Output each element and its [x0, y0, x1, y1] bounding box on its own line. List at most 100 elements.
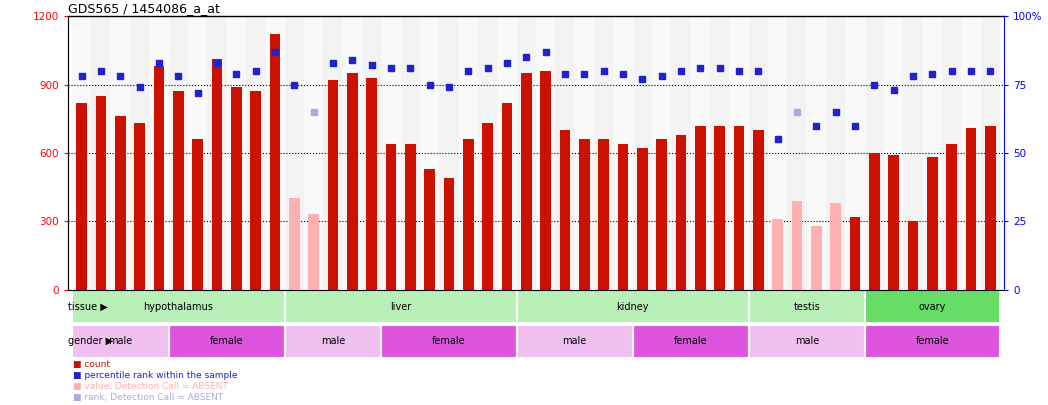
Bar — [850, 217, 860, 290]
Bar — [362, 16, 381, 290]
Bar — [459, 16, 478, 290]
Bar — [285, 325, 381, 358]
Text: male: male — [108, 336, 132, 346]
Bar — [961, 16, 981, 290]
Bar — [541, 71, 551, 290]
Bar — [691, 16, 711, 290]
Text: GDS565 / 1454086_a_at: GDS565 / 1454086_a_at — [68, 2, 220, 15]
Text: male: male — [794, 336, 818, 346]
Bar — [889, 155, 899, 290]
Bar — [946, 144, 957, 290]
Text: gender ▶: gender ▶ — [68, 336, 113, 346]
Bar — [169, 325, 285, 358]
Bar — [188, 16, 208, 290]
Bar — [729, 16, 748, 290]
Text: ■ rank, Detection Call = ABSENT: ■ rank, Detection Call = ABSENT — [73, 393, 223, 402]
Bar — [443, 178, 455, 290]
Bar — [289, 198, 300, 290]
Bar — [386, 144, 396, 290]
Bar — [846, 16, 865, 290]
Bar — [285, 16, 304, 290]
Bar — [424, 169, 435, 290]
Bar — [91, 16, 111, 290]
Bar — [633, 325, 748, 358]
Bar — [269, 34, 280, 290]
Bar — [130, 16, 149, 290]
Bar — [772, 219, 783, 290]
Text: hypothalamus: hypothalamus — [144, 302, 214, 312]
Text: female: female — [432, 336, 466, 346]
Bar — [927, 158, 938, 290]
Bar — [420, 16, 439, 290]
Bar — [367, 78, 377, 290]
Text: ■ count: ■ count — [73, 360, 110, 369]
Bar — [672, 16, 691, 290]
Bar — [830, 203, 842, 290]
Bar — [405, 144, 416, 290]
Bar — [149, 16, 169, 290]
Bar — [617, 144, 629, 290]
Bar — [865, 16, 885, 290]
Bar — [246, 16, 265, 290]
Bar — [560, 130, 570, 290]
Bar — [656, 139, 668, 290]
Bar — [400, 16, 420, 290]
Text: kidney: kidney — [616, 302, 649, 312]
Bar — [328, 80, 339, 290]
Bar — [826, 16, 846, 290]
Bar — [865, 325, 1000, 358]
Bar — [169, 16, 188, 290]
Bar — [498, 16, 517, 290]
Bar — [343, 16, 362, 290]
Bar — [478, 16, 498, 290]
Bar — [748, 290, 865, 323]
Bar — [985, 126, 996, 290]
Bar — [521, 73, 531, 290]
Bar — [633, 16, 652, 290]
Bar — [598, 139, 609, 290]
Bar — [517, 16, 536, 290]
Bar — [652, 16, 672, 290]
Text: testis: testis — [793, 302, 821, 312]
Bar — [787, 16, 807, 290]
Text: female: female — [210, 336, 243, 346]
Bar — [173, 92, 183, 290]
Bar — [792, 201, 803, 290]
Bar — [807, 16, 826, 290]
Bar — [711, 16, 729, 290]
Text: male: male — [321, 336, 345, 346]
Bar — [715, 126, 725, 290]
Bar — [111, 16, 130, 290]
Bar — [482, 123, 493, 290]
Bar — [381, 16, 400, 290]
Text: ■ percentile rank within the sample: ■ percentile rank within the sample — [73, 371, 238, 380]
Text: liver: liver — [390, 302, 411, 312]
Bar — [208, 16, 226, 290]
Bar — [304, 16, 324, 290]
Bar — [574, 16, 594, 290]
Bar — [463, 139, 474, 290]
Bar — [942, 16, 961, 290]
Bar — [134, 123, 145, 290]
Bar — [966, 128, 977, 290]
Text: ovary: ovary — [919, 302, 946, 312]
Bar — [72, 290, 285, 323]
Bar — [676, 134, 686, 290]
Bar — [865, 290, 1000, 323]
Bar — [154, 66, 165, 290]
Bar — [502, 103, 512, 290]
Bar — [885, 16, 903, 290]
Bar — [517, 325, 633, 358]
Bar — [580, 139, 590, 290]
Bar — [754, 130, 764, 290]
Bar — [285, 290, 517, 323]
Bar — [517, 290, 748, 323]
Bar — [869, 153, 879, 290]
Bar — [748, 325, 865, 358]
Bar — [308, 214, 319, 290]
Bar — [594, 16, 613, 290]
Bar — [347, 73, 357, 290]
Bar — [250, 92, 261, 290]
Text: male: male — [563, 336, 587, 346]
Bar — [231, 87, 242, 290]
